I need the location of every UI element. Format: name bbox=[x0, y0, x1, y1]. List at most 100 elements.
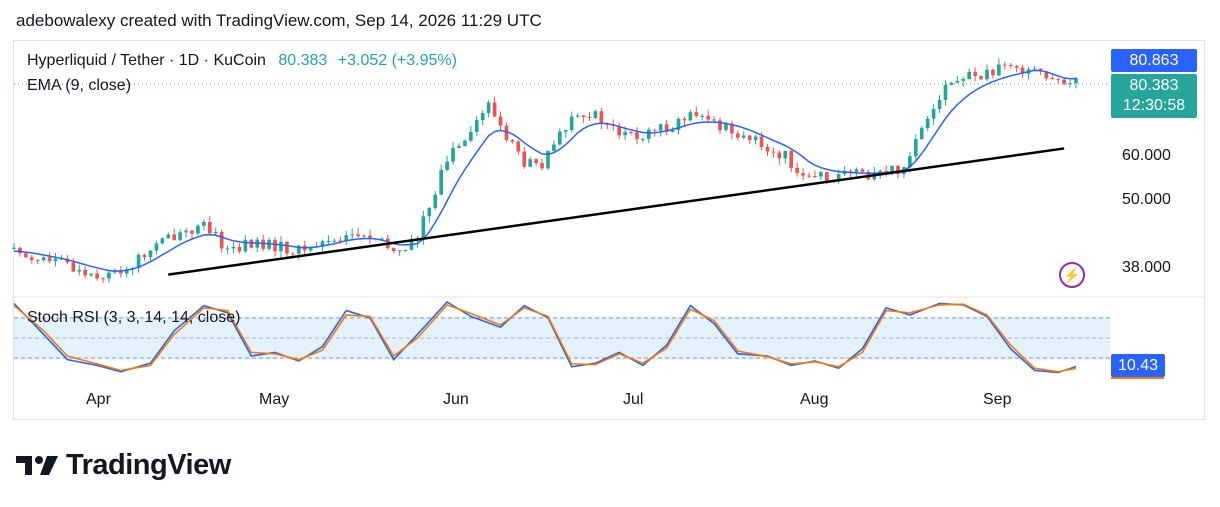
candle-body bbox=[516, 141, 521, 152]
candle-body bbox=[670, 129, 675, 132]
candle-body bbox=[688, 112, 693, 121]
candle-body bbox=[279, 241, 283, 252]
candle-body bbox=[160, 238, 165, 244]
last-price: 80.383 bbox=[278, 52, 328, 69]
candle-body bbox=[225, 248, 230, 250]
candle-body bbox=[332, 240, 337, 242]
candle-body bbox=[664, 124, 669, 132]
candle-body bbox=[350, 234, 355, 236]
candle-body bbox=[724, 123, 728, 131]
month-label-jun: Jun bbox=[443, 391, 469, 408]
last-price-value: 80.383 bbox=[1129, 77, 1179, 94]
candle-body bbox=[1074, 78, 1078, 84]
candle-body bbox=[765, 146, 770, 152]
stoch-d-line bbox=[13, 303, 1077, 373]
candle-body bbox=[522, 151, 527, 167]
candle-body bbox=[890, 165, 894, 172]
candle-body bbox=[1050, 78, 1055, 80]
candle-body bbox=[53, 258, 58, 262]
candle-body bbox=[498, 116, 503, 126]
candle-body bbox=[854, 169, 859, 173]
trend-line bbox=[168, 147, 1065, 276]
candle-body bbox=[943, 84, 948, 100]
candle-body bbox=[985, 69, 989, 80]
candle-body bbox=[860, 169, 865, 172]
candle-body bbox=[925, 118, 930, 129]
candle-body bbox=[71, 262, 76, 272]
stoch-k-line bbox=[13, 300, 1077, 374]
candle-body bbox=[101, 278, 105, 280]
candle-body bbox=[196, 225, 200, 234]
brand-name: TradingView bbox=[66, 448, 231, 481]
candle-body bbox=[261, 239, 266, 249]
candle-body bbox=[219, 232, 224, 249]
candle-body bbox=[47, 257, 52, 262]
candle-body bbox=[735, 133, 740, 138]
chart-caption: adebowalexy created with TradingView.com… bbox=[16, 11, 542, 30]
candle-body bbox=[338, 240, 343, 242]
candle-body bbox=[759, 136, 764, 147]
candle-body bbox=[213, 232, 218, 234]
candle-body bbox=[296, 245, 301, 254]
candle-body bbox=[967, 71, 972, 80]
candle-body bbox=[919, 128, 924, 140]
candle-body bbox=[747, 135, 752, 141]
candle-body bbox=[249, 239, 254, 248]
month-label-aug: Aug bbox=[800, 391, 829, 408]
candle-body bbox=[190, 230, 194, 234]
candle-body bbox=[730, 123, 734, 134]
candle-body bbox=[836, 174, 841, 182]
candle-body bbox=[807, 175, 811, 177]
candle-body bbox=[741, 135, 746, 138]
candle-body bbox=[344, 235, 349, 241]
candle-body bbox=[1002, 64, 1007, 66]
tradingview-brand[interactable]: TradingView bbox=[16, 447, 231, 483]
ema-line bbox=[13, 69, 1077, 272]
candle-body bbox=[308, 246, 313, 251]
candle-body bbox=[107, 272, 111, 279]
candle-body bbox=[629, 132, 633, 134]
candle-body bbox=[771, 151, 776, 153]
candle-body bbox=[587, 117, 592, 119]
candle-body bbox=[362, 235, 366, 237]
candle-body bbox=[474, 120, 479, 132]
candle-body bbox=[1068, 83, 1072, 85]
stoch-legend[interactable]: Stoch RSI (3, 3, 14, 14, close) bbox=[27, 309, 241, 326]
candle-body bbox=[142, 254, 147, 258]
bar-countdown: 12:30:58 bbox=[1122, 97, 1186, 114]
candle-body bbox=[237, 246, 242, 252]
chart-legend: Hyperliquid / Tether · 1D · KuCoin 80.38… bbox=[27, 52, 457, 70]
ema-legend[interactable]: EMA (9, close) bbox=[27, 77, 132, 94]
chart-frame[interactable] bbox=[13, 40, 1205, 420]
candle-body bbox=[635, 132, 639, 140]
candle-body bbox=[207, 221, 212, 234]
month-label-may: May bbox=[259, 391, 290, 408]
candle-body bbox=[492, 102, 497, 117]
candle-body bbox=[1056, 79, 1061, 81]
candle-body bbox=[178, 232, 182, 240]
candle-body bbox=[599, 111, 604, 124]
candle-body bbox=[563, 130, 568, 132]
candle-body bbox=[646, 129, 651, 139]
candle-body bbox=[1062, 79, 1066, 84]
candle-body bbox=[231, 246, 236, 249]
candle-body bbox=[884, 170, 888, 172]
month-label-sep: Sep bbox=[983, 391, 1012, 408]
candle-body bbox=[641, 138, 645, 140]
candle-body bbox=[486, 102, 491, 113]
candle-body bbox=[937, 99, 942, 109]
candle-body bbox=[819, 172, 823, 177]
candle-body bbox=[421, 216, 426, 240]
symbol-label[interactable]: Hyperliquid / Tether · 1D · KuCoin bbox=[27, 52, 266, 69]
flash-icon[interactable]: ⚡ bbox=[1059, 262, 1085, 288]
candle-body bbox=[83, 269, 88, 276]
candle-body bbox=[706, 115, 710, 120]
candle-body bbox=[848, 170, 853, 173]
candle-body bbox=[676, 118, 681, 130]
candle-body bbox=[658, 124, 663, 131]
candle-body bbox=[801, 173, 805, 176]
candle-body bbox=[552, 144, 556, 152]
candle-body bbox=[955, 80, 960, 83]
candle-body bbox=[439, 169, 444, 195]
